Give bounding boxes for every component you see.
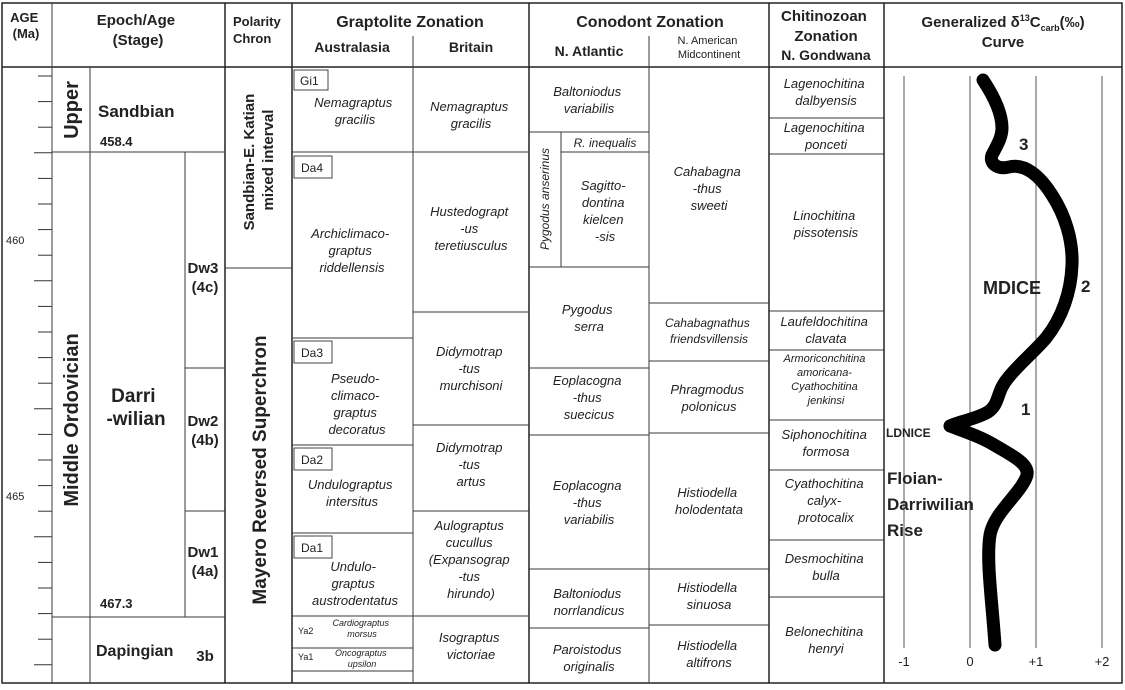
substage-3b: 3b xyxy=(196,648,214,665)
graptolite-header: Graptolite Zonation xyxy=(336,14,484,31)
britain-zone-6: Isograptus victoriae xyxy=(439,630,503,662)
zone-da1: Undulo- graptus austrodentatus xyxy=(312,559,399,608)
age-label-465: 465 xyxy=(6,491,24,503)
curve-label-1: 1 xyxy=(1021,400,1030,419)
chit-zone-6: Siphonochitina formosa xyxy=(782,427,871,459)
natl-paroistodus: Paroistodus originalis xyxy=(553,642,625,674)
natl-pygodus-serra: Pygodus serra xyxy=(562,302,616,334)
curve-tick-plus2: +2 xyxy=(1095,654,1110,669)
mdice-label: MDICE xyxy=(983,278,1041,298)
substage-dw2: Dw2 (4b) xyxy=(187,413,222,449)
natl-sagittodontina: Sagitto- dontina kielcen -sis xyxy=(581,178,629,244)
chit-zone-5: Armoriconchitina amoricana- Cyathochitin… xyxy=(783,353,869,407)
nam-zone-1: Cahabagna -thus sweeti xyxy=(674,164,745,213)
n-atlantic-header: N. Atlantic xyxy=(555,43,624,59)
chit-zone-8: Desmochitina bulla xyxy=(785,551,867,583)
header-row: AGE (Ma) Epoch/Age (Stage) Polarity Chro… xyxy=(10,8,1084,63)
stage-darriwilian-base: 467.3 xyxy=(100,596,133,611)
britain-zone-4: Didymotrap -tus artus xyxy=(436,440,506,489)
epoch-middle-ordovician: Middle Ordovician xyxy=(61,333,83,506)
chitinozoan-zones: Lagenochitina dalbyensis Lagenochitina p… xyxy=(780,76,871,656)
zone-code-da2: Da2 xyxy=(301,453,323,467)
zone-da2: Undulograptus intersitus xyxy=(308,477,396,509)
age-ticks xyxy=(34,75,52,666)
n-atlantic-zones: Baltoniodus variabilis Pygodus anserinus… xyxy=(538,84,636,674)
nam-zone-5: Histiodella sinuosa xyxy=(677,580,741,612)
zone-ya1: Oncograptus upsilon xyxy=(335,648,389,669)
chitinozoan-header: Chitinozoan Zonation xyxy=(781,8,871,45)
curve-header-line2: Curve xyxy=(982,34,1025,51)
substage-dw3: Dw3 (4c) xyxy=(187,260,222,296)
britain-zones: Nemagraptus gracilis Hustedograpt -us te… xyxy=(429,99,514,662)
natl-baltoniodus-variabilis: Baltoniodus variabilis xyxy=(553,84,625,116)
australasia-header: Australasia xyxy=(314,39,390,55)
curve-tick-minus1: -1 xyxy=(898,654,910,669)
stage-sandbian-base: 458.4 xyxy=(100,134,133,149)
zone-code-da1: Da1 xyxy=(301,541,323,555)
natl-pygodus-anserinus: Pygodus anserinus xyxy=(538,148,552,250)
natl-eopla-suecicus: Eoplacogna -thus suecicus xyxy=(553,373,625,422)
nam-zone-2: Cahabagnathus friendsvillensis xyxy=(665,316,753,346)
n-gondwana-header: N. Gondwana xyxy=(781,47,871,63)
zone-code-ya1: Ya1 xyxy=(298,652,313,662)
britain-zone-5: Aulograptus cucullus (Expansograp -tus h… xyxy=(429,518,514,601)
zone-code-gi1: Gi1 xyxy=(300,74,319,88)
natl-baltoniodus-norrlandicus: Baltoniodus norrlandicus xyxy=(553,586,625,618)
age-header: AGE (Ma) xyxy=(10,10,42,41)
curve-tick-0: 0 xyxy=(966,654,973,669)
zone-code-ya2: Ya2 xyxy=(298,626,313,636)
substage-dw1: Dw1 (4a) xyxy=(187,544,222,580)
nam-zone-6: Histiodella altifrons xyxy=(677,638,741,670)
zone-code-da4: Da4 xyxy=(301,161,323,175)
epoch-header: Epoch/Age (Stage) xyxy=(97,12,180,49)
chit-zone-4: Laufeldochitina clavata xyxy=(780,314,871,346)
curve-panel: 3 2 1 MDICE LDNICE Floian- Darriwilian R… xyxy=(886,73,1110,669)
polarity-mixed-interval: Sandbian-E. Katian mixed interval xyxy=(241,90,277,231)
stage-sandbian: Sandbian xyxy=(98,102,175,121)
zone-ya2: Cardiograptus morsus xyxy=(332,618,391,639)
polarity-header: Polarity Chron xyxy=(233,14,284,46)
curve-header: Generalized δ13Ccarb(‰) xyxy=(921,13,1084,33)
britain-header: Britain xyxy=(449,39,493,55)
curve-tick-plus1: +1 xyxy=(1029,654,1044,669)
britain-zone-3: Didymotrap -tus murchisoni xyxy=(436,344,506,393)
ldnice-label: LDNICE xyxy=(886,426,931,440)
stage-darriwilian: Darri -wilian xyxy=(106,386,165,430)
chit-zone-2: Lagenochitina ponceti xyxy=(784,120,869,152)
nam-zone-3: Phragmodus polonicus xyxy=(670,382,747,414)
chit-zone-3: Linochitina pissotensis xyxy=(793,208,859,240)
natl-r-inequalis: R. inequalis xyxy=(574,136,637,150)
curve-label-2: 2 xyxy=(1081,277,1090,296)
conodont-header: Conodont Zonation xyxy=(576,14,724,31)
stage-dapingian: Dapingian xyxy=(96,643,173,660)
australasia-zones: Gi1 Nemagraptus gracilis Da4 Archiclimac… xyxy=(293,69,399,669)
chit-zone-9: Belonechitina henryi xyxy=(785,624,867,656)
britain-zone-2: Hustedograpt -us teretiusculus xyxy=(430,204,512,253)
age-label-460: 460 xyxy=(6,235,24,247)
zone-da3: Pseudo- climaco- graptus decoratus xyxy=(328,371,386,437)
zone-da4: Archiclimaco- graptus riddellensis xyxy=(310,226,393,275)
nam-zone-4: Histiodella holodentata xyxy=(675,485,743,517)
chit-zone-1: Lagenochitina dalbyensis xyxy=(784,76,869,108)
zone-gi1: Nemagraptus gracilis xyxy=(314,95,396,127)
zone-code-da3: Da3 xyxy=(301,346,323,360)
britain-zone-1: Nemagraptus gracilis xyxy=(430,99,512,131)
epoch-upper: Upper xyxy=(61,81,83,139)
polarity-mayero: Mayero Reversed Superchron xyxy=(250,335,271,604)
d13c-curve-line xyxy=(943,73,1079,652)
chit-zone-7: Cyathochitina calyx- protocalix xyxy=(785,476,867,525)
floian-darriwilian-rise-label: Floian- Darriwilian Rise xyxy=(887,469,979,540)
n-american-zones: Cahabagna -thus sweeti Cahabagnathus fri… xyxy=(665,164,753,670)
n-american-header: N. American Midcontinent xyxy=(678,35,741,61)
curve-label-3: 3 xyxy=(1019,135,1028,154)
natl-eopla-variabilis: Eoplacogna -thus variabilis xyxy=(553,478,625,527)
